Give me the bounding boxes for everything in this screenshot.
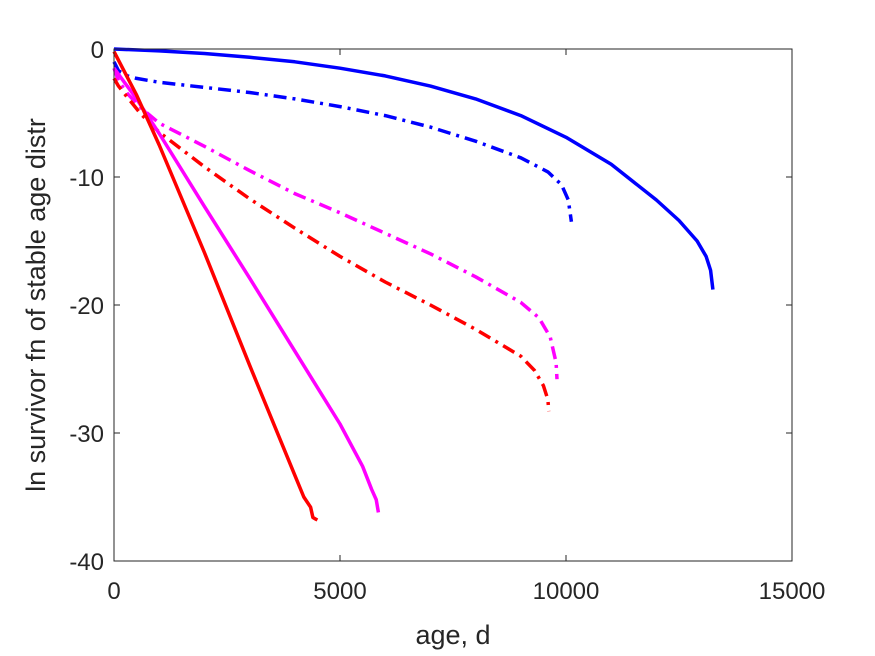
y-tick-label: -40 <box>69 549 104 576</box>
x-axis-label: age, d <box>415 620 490 650</box>
series-line-2 <box>112 61 574 223</box>
y-tick-label: -10 <box>69 165 104 192</box>
x-tick-label: 5000 <box>313 578 366 605</box>
y-tick-label: -20 <box>69 293 104 320</box>
x-tick-label: 0 <box>107 578 120 605</box>
series-line-6 <box>112 50 319 522</box>
series-line-5 <box>112 67 381 513</box>
y-tick-label: -30 <box>69 421 104 448</box>
y-axis-label: ln survivor fn of stable age distr <box>21 118 51 492</box>
series-line-1 <box>113 47 715 290</box>
series-layer <box>112 47 715 522</box>
y-tick-label: 0 <box>91 37 104 64</box>
series-line-4 <box>112 77 551 412</box>
series-line-3 <box>112 67 559 380</box>
tick-layer: 0 5000 10000 15000 0 -10 -20 -30 -40 <box>69 37 825 605</box>
plot-area-frame <box>113 48 793 562</box>
x-tick-label: 15000 <box>759 578 826 605</box>
x-tick-label: 10000 <box>533 578 600 605</box>
